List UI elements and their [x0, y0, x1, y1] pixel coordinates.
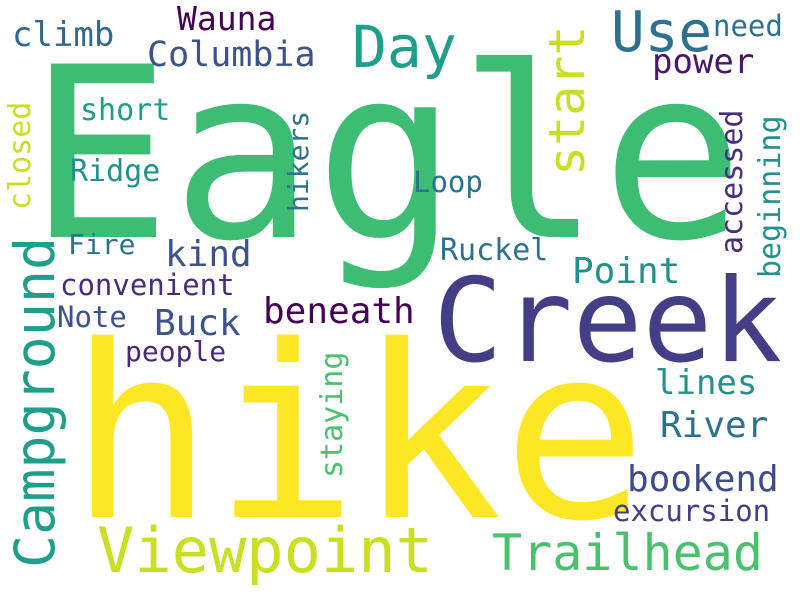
word-beginning: beginning: [753, 115, 788, 278]
word-staying: staying: [315, 351, 350, 478]
word-loop: Loop: [413, 165, 483, 199]
word-trailhead: Trailhead: [492, 524, 763, 582]
word-power: power: [652, 42, 755, 82]
word-ruckel: Ruckel: [440, 233, 549, 268]
word-viewpoint: Viewpoint: [97, 514, 433, 587]
word-columbia: Columbia: [147, 35, 316, 75]
word-beneath: beneath: [263, 291, 415, 332]
word-accessed: accessed: [715, 109, 750, 255]
word-short: short: [80, 93, 171, 128]
word-bookend: bookend: [627, 459, 779, 500]
word-hike: hike: [69, 294, 647, 574]
word-river: River: [660, 405, 769, 446]
word-ridge: Ridge: [70, 154, 161, 189]
word-note: Note: [57, 300, 127, 334]
word-excursion: excursion: [613, 494, 771, 528]
word-convenient: convenient: [60, 268, 235, 302]
word-point: Point: [572, 251, 681, 292]
word-creek: Creek: [433, 254, 783, 389]
word-campground: Campground: [3, 236, 67, 568]
word-wauna: Wauna: [177, 0, 277, 38]
word-fire: Fire: [68, 228, 136, 261]
word-need: need: [713, 9, 783, 43]
word-day: Day: [352, 13, 457, 81]
word-kind: kind: [165, 234, 252, 275]
word-start: start: [538, 25, 596, 176]
word-climb: climb: [12, 15, 115, 55]
word-people: people: [125, 335, 227, 368]
word-hikers: hikers: [282, 110, 315, 212]
word-eagle: Eagle: [28, 17, 745, 294]
word-closed: closed: [3, 101, 38, 210]
word-lines: lines: [655, 363, 758, 403]
word-use: Use: [611, 0, 713, 65]
word-buck: Buck: [154, 303, 241, 344]
